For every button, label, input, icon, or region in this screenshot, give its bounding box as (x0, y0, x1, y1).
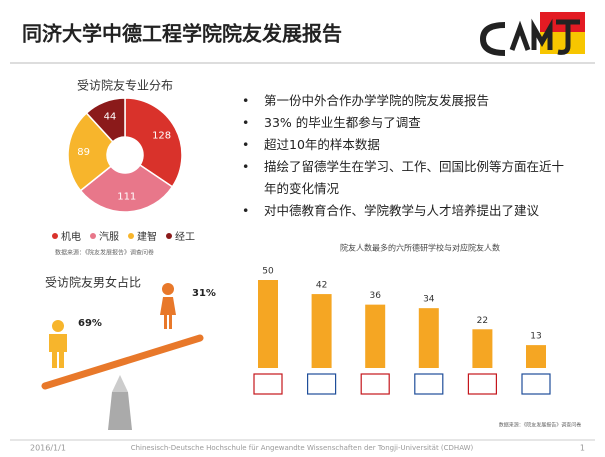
person-icon (160, 283, 176, 329)
bar (258, 280, 278, 368)
pie-slice (67, 111, 114, 192)
bar-value: 13 (530, 332, 541, 342)
chart-title: 受访院友男女占比 (45, 275, 141, 290)
slice-label: 128 (152, 130, 171, 141)
bar (311, 294, 332, 368)
legend-swatch (90, 233, 96, 239)
bar (472, 329, 493, 368)
slice-label: 89 (77, 147, 90, 158)
percent-label: 69% (78, 318, 102, 329)
bar-value: 50 (262, 267, 274, 277)
legend-label: 经工 (175, 230, 195, 243)
bullet: 超过10年的样本数据 (240, 134, 570, 156)
body (160, 297, 176, 329)
legend-label: 建智 (137, 230, 157, 243)
bar-value: 34 (423, 295, 435, 305)
head (52, 320, 64, 332)
legend-swatch (52, 233, 58, 239)
page-number: 1 (580, 444, 585, 453)
pie-slice (124, 97, 183, 188)
bullet: 对中德教育合作、学院教学与人才培养提出了建议 (240, 200, 570, 222)
bar-value: 36 (369, 291, 381, 301)
logo (479, 12, 585, 56)
university-logo (521, 373, 551, 395)
legend-label: 汽服 (99, 230, 119, 243)
bullet: 描绘了留德学生在学习、工作、回国比例等方面在近十年的变化情况 (240, 156, 570, 200)
university-logo (467, 373, 497, 395)
bullet: 第一份中外合作办学学院的院友发展报告 (240, 90, 570, 112)
pie-slice (79, 163, 174, 213)
footer-date: 2016/1/1 (30, 444, 66, 453)
chart-title: 院友人数最多的六所德研学校与对应院友人数 (340, 243, 500, 253)
seesaw (41, 334, 204, 430)
university-logo (360, 373, 390, 395)
source-note: 数据来源：《院友发展报告》调查问卷 (499, 422, 582, 429)
bar-value: 42 (316, 281, 327, 291)
bar (526, 345, 546, 368)
university-logo (253, 373, 283, 395)
bullet-list: 第一份中外合作办学学院的院友发展报告33% 的毕业生都参与了调查超过10年的样本… (240, 90, 570, 222)
pie-slice (85, 97, 126, 143)
university-logo (414, 373, 444, 395)
legend-swatch (128, 233, 134, 239)
bullet: 33% 的毕业生都参与了调查 (240, 112, 570, 134)
body (49, 334, 67, 368)
legend-label: 机电 (61, 230, 81, 243)
bar-value: 22 (477, 316, 488, 326)
bar (418, 308, 439, 368)
university-logo (307, 373, 337, 395)
bar (365, 304, 386, 368)
slice-label: 44 (104, 111, 117, 122)
legend-swatch (166, 233, 172, 239)
title: 同济大学中德工程学院院友发展报告 (22, 22, 342, 46)
footer-text: Chinesisch-Deutsche Hochschule für Angew… (131, 444, 474, 452)
source-note: 数据来源：《院友发展报告》调查问卷 (55, 249, 154, 257)
person-icon (49, 320, 67, 368)
percent-label: 31% (192, 288, 216, 299)
slice-label: 111 (117, 191, 136, 202)
chart-title: 受访院友专业分布 (77, 78, 173, 93)
head (162, 283, 174, 295)
